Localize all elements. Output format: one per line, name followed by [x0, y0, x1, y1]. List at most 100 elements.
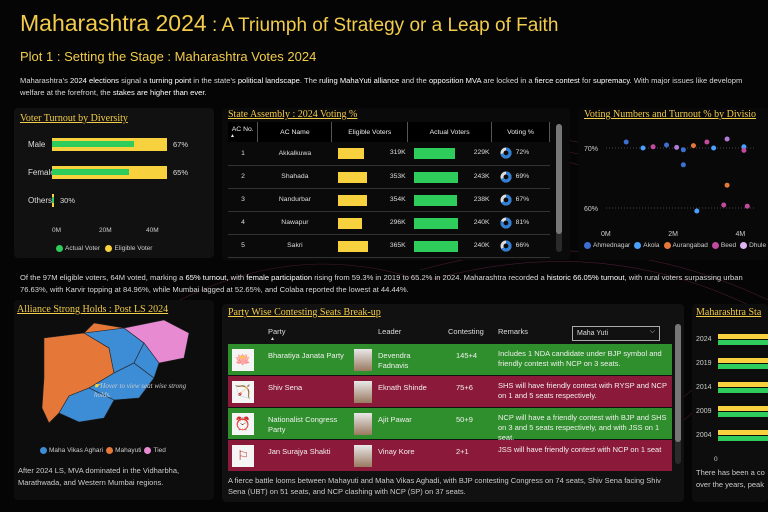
year-label: 2024 [696, 336, 712, 343]
avatar [354, 349, 372, 371]
party-symbol-icon: ⚐ [232, 445, 254, 467]
scatter-point[interactable] [674, 144, 680, 150]
scatter-point[interactable] [724, 136, 730, 142]
assembly-col-header[interactable]: Eligible Voters [331, 122, 409, 142]
scatter-point[interactable] [721, 202, 727, 208]
eligible-bar [718, 430, 768, 435]
scatter-point[interactable] [664, 142, 670, 148]
scatter-chart: 70% 60% 0M 2M 4M [584, 136, 754, 238]
table-row[interactable]: ⚐ Jan Surajya Shakti Vinay Kore 2+1 JSS will… [228, 440, 672, 471]
scatter-point[interactable] [680, 162, 686, 168]
leader-name: Eknath Shinde [378, 383, 427, 392]
mahastats-title: Maharashtra Sta [696, 307, 762, 318]
sort-arrow-icon: ▲ [230, 132, 235, 139]
actual-value: 243K [473, 172, 490, 180]
actual-value: 240K [473, 241, 490, 249]
legend-dot-icon [40, 447, 47, 454]
ac-name: Nawapur [281, 219, 309, 226]
year-label: 2009 [696, 408, 712, 415]
actual-bar [718, 436, 768, 441]
y-tick-label: 60% [584, 206, 598, 213]
y-tick-label: 70% [584, 146, 598, 153]
legend-dot-icon [56, 245, 63, 252]
ac-no: 5 [241, 242, 245, 249]
ac-name: Akkalkuwa [278, 149, 312, 157]
eligible-bar [718, 334, 768, 339]
scatter-point[interactable] [623, 139, 629, 145]
scatter-point[interactable] [690, 143, 696, 149]
table-row[interactable]: 1 Akkalkuwa 319K 229K 72% [228, 142, 550, 165]
leader-name: Ajit Pawar [378, 415, 412, 424]
assembly-col-header[interactable]: Voting % [491, 122, 550, 142]
scatter-legend: Ahmednagar Akola Aurangabad Beed Dhule [584, 242, 768, 249]
scatter-point[interactable] [704, 139, 710, 145]
ac-name: Sakri [287, 242, 303, 249]
party-col-header[interactable]: Leader [378, 327, 402, 336]
pointer-icon: ☛ [94, 382, 101, 390]
maharashtra-map[interactable] [14, 318, 214, 428]
table-row[interactable]: 5 Sakri 365K 240K 66% [228, 234, 550, 257]
assembly-col-header[interactable]: Actual Voters [407, 122, 493, 142]
remarks: SHS will have friendly contest with RYSP… [498, 381, 667, 400]
actual-bar [413, 148, 455, 159]
intro-text: Maharashtra's 2024 elections signal a tu… [20, 76, 743, 97]
scatter-point[interactable] [694, 208, 700, 214]
legend-dot-icon [663, 242, 671, 249]
strongholds-panel: Alliance Strong Holds : Post LS 2024 ☛Ho… [14, 300, 214, 500]
assembly-col-header[interactable]: AC No. ▲ [228, 122, 259, 142]
strongholds-note: After 2024 LS, MVA dominated in the Vidh… [18, 466, 180, 487]
turnout-pct: 65% [173, 168, 189, 177]
actual-bar [718, 340, 768, 345]
table-row[interactable]: 4 Nawapur 296K 240K 81% [228, 211, 550, 234]
legend-label: Aurangabad [672, 242, 708, 250]
x-tick-label: 2M [668, 231, 678, 238]
table-row[interactable]: 🏹 Shiv Sena Eknath Shinde 75+6 SHS will have… [228, 376, 672, 407]
party-name: Bharatiya Janata Party [268, 351, 344, 360]
contesting-seats: 75+6 [456, 383, 473, 392]
voting-pct: 72% [515, 149, 530, 156]
eligible-bar [718, 382, 768, 387]
table-row[interactable]: 2 Shahada 353K 243K 69% [228, 165, 550, 188]
assembly-col-header[interactable]: AC Name [257, 122, 333, 142]
party-col-header[interactable]: Party [268, 327, 286, 336]
actual-bar [52, 197, 54, 203]
scatter-point[interactable] [680, 147, 686, 153]
scatter-point[interactable] [744, 203, 750, 209]
avatar [354, 381, 372, 403]
table-row[interactable]: ⏰ Nationalist Congress Party Ajit Pawar 50+… [228, 408, 672, 442]
contesting-seats: 50+9 [456, 415, 473, 424]
actual-bar [413, 171, 458, 183]
voting-pct: 66% [515, 241, 530, 249]
turnout-pct: 30% [60, 196, 76, 205]
table-row[interactable]: 3 Nandurbar 354K 238K 67% [228, 188, 550, 211]
scatter-point[interactable] [724, 182, 730, 188]
party-symbol-icon: 🏹 [232, 381, 254, 403]
avatar [354, 413, 372, 435]
assembly-table: AC No. ▲ AC Name Eligible Voters Actual Vote… [228, 122, 550, 258]
alliance-dropdown[interactable]: Maha Yuti ⌵ [572, 326, 660, 341]
eligible-bar [718, 358, 768, 363]
party-col-header[interactable]: Remarks [498, 327, 529, 336]
scatter-point[interactable] [640, 145, 646, 151]
table-row[interactable]: 🪷 Bharatiya Janata Party Devendra Fadnavis… [228, 344, 672, 375]
strongholds-title: Alliance Strong Holds : Post LS 2024 [17, 304, 169, 315]
scatter-panel: Voting Numbers and Turnout % by Divisio … [578, 108, 768, 260]
strongholds-legend: Maha Vikas Aghari Mahayuti Tied [40, 447, 169, 454]
contesting-seats: 145+4 [456, 351, 478, 360]
mahastats-note: There has been a co over the years, peak [696, 468, 765, 489]
mahastats-zero: 0 [714, 456, 718, 463]
scatter-point[interactable] [711, 145, 717, 151]
scatter-point[interactable] [650, 144, 656, 150]
scatter-point[interactable] [741, 147, 747, 153]
party-scrollbar[interactable] [675, 324, 681, 464]
assembly-scrollbar[interactable] [556, 124, 562, 252]
party-col-header[interactable]: Contesting [448, 327, 484, 336]
legend-label: Mahayuti [115, 447, 142, 455]
legend-label: Dhule [749, 242, 767, 250]
eligible-value: 354K [389, 195, 406, 203]
scatter-point[interactable] [741, 144, 747, 150]
ac-name: Nandurbar [278, 196, 311, 203]
party-name: Shiv Sena [268, 383, 303, 392]
leader-name: Devendra Fadnavis [378, 351, 411, 370]
assembly-title: State Assembly : 2024 Voting % [228, 109, 358, 120]
